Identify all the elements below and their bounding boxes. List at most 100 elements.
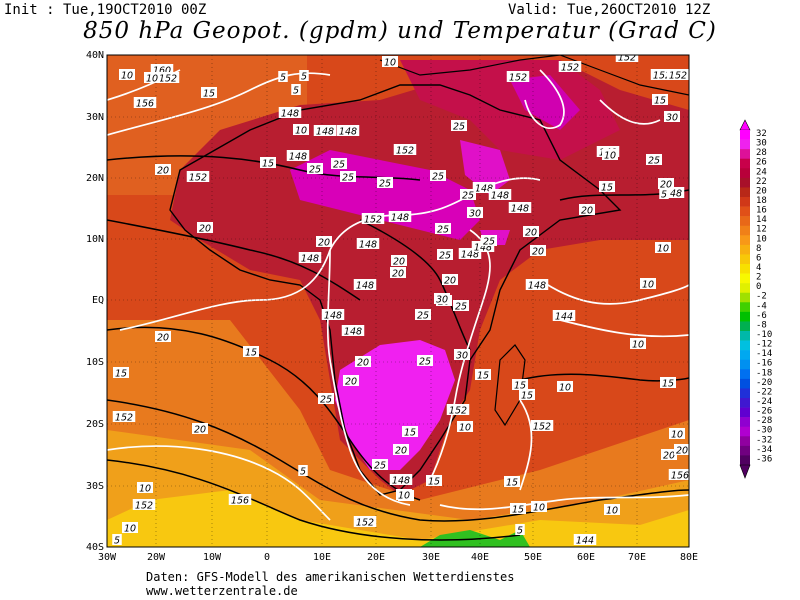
colorbar-label: -22: [756, 387, 772, 397]
colorbar-label: -12: [756, 340, 772, 350]
temperature-label: 15: [428, 477, 440, 488]
colorbar-label: 30: [756, 139, 767, 149]
temperature-label: 25: [374, 461, 386, 472]
temperature-label: 20: [532, 247, 544, 258]
lon-label: 50E: [524, 552, 542, 563]
colorbar-label: -10: [756, 330, 772, 340]
colorbar-cell: [740, 292, 750, 303]
temperature-label: 15: [404, 428, 416, 439]
geopotential-label: 148: [511, 204, 529, 215]
lat-label: 10N: [86, 234, 104, 245]
geopotential-labels: 1601561521481481481521481521521481481481…: [112, 53, 689, 547]
temperature-label-box: [291, 84, 301, 95]
colorbar-label: -36: [756, 454, 772, 464]
lon-label: 60E: [577, 552, 595, 563]
geopotential-label: 148: [475, 184, 493, 195]
temperature-label: 20: [581, 206, 593, 217]
colorbar-label: 26: [756, 158, 767, 168]
colorbar-cell: [740, 417, 750, 428]
geopotential-label-box: [150, 64, 174, 75]
geopotential-label: 152: [159, 74, 177, 85]
geopotential-label: 152: [618, 53, 636, 64]
temperature-label: 15: [115, 369, 127, 380]
temperature-label-box: [435, 223, 451, 234]
temperature-label: 10: [459, 423, 471, 434]
temperature-label-box: [144, 72, 160, 83]
colorbar-cell: [740, 177, 750, 188]
temperature-label: 25: [439, 251, 451, 262]
lat-label: 10S: [86, 357, 104, 368]
lat-label: EQ: [92, 295, 104, 306]
temperature-label-box: [504, 476, 520, 487]
temperature-label: 10: [398, 491, 410, 502]
colorbar-label: 10: [756, 234, 767, 244]
temperature-label-box: [523, 226, 539, 237]
temperature-label-box: [604, 504, 620, 515]
geopotential-label-box: [393, 144, 417, 155]
colorbar-cell: [740, 407, 750, 418]
temperature-label-box: [390, 267, 406, 278]
temperature-label: 5: [280, 73, 286, 84]
temperature-label: 20: [392, 269, 404, 280]
temperature-label-box: [664, 111, 680, 122]
colorbar-cell: [740, 398, 750, 408]
colorbar-label: -18: [756, 368, 772, 378]
temperature-label-box: [197, 222, 213, 233]
geopotential-label: 152: [115, 413, 133, 424]
temperature-label: 5: [114, 536, 120, 547]
colorbar-cell: [740, 168, 750, 179]
temperature-label-box: [515, 524, 525, 535]
temperature-label-box: [510, 503, 526, 514]
temperature-label-box: [402, 426, 418, 437]
colorbar-cell: [740, 149, 750, 160]
temperature-label-box: [646, 154, 662, 165]
colorbar-cell: [740, 350, 750, 361]
temperature-label-box: [155, 331, 171, 342]
temperature-label-box: [382, 56, 398, 67]
temperature-label: 25: [432, 172, 444, 183]
geopotential-label-box: [506, 71, 530, 82]
temperature-label-box: [201, 87, 217, 98]
geopotential-label-box: [471, 241, 495, 252]
colorbar-cell: [740, 369, 750, 380]
temperature-label-box: [331, 158, 347, 169]
colorbar-cell: [740, 321, 750, 332]
geopotential-label: 152: [509, 73, 527, 84]
valid-time: Valid: Tue,26OCT2010 12Z: [508, 2, 711, 18]
colorbar-cell: [740, 254, 750, 265]
colorbar-label: -8: [756, 320, 767, 330]
geopotential-label: 152: [135, 501, 153, 512]
temperature-label: 15: [601, 183, 613, 194]
temperature-label-box: [299, 70, 309, 81]
geopotential-label: 148: [391, 213, 409, 224]
temperature-label-box: [112, 534, 122, 545]
colorbar-cell: [740, 340, 750, 351]
website-link[interactable]: www.wetterzentrale.de: [146, 584, 298, 598]
temperature-label: 15: [514, 381, 526, 392]
temperature-label: 10: [671, 430, 683, 441]
temperature-label: 15: [654, 96, 666, 107]
temperature-label-box: [658, 178, 674, 189]
temperature-label: 10: [657, 244, 669, 255]
colorbar-label: -2: [756, 292, 767, 302]
temperature-label: 10: [121, 71, 133, 82]
colorbar-bottom-arrow: [739, 464, 751, 479]
colorbar-cell: [740, 359, 750, 370]
geopotential-label: 148: [301, 254, 319, 265]
data-source-note: Daten: GFS-Modell des amerikanischen Wet…: [146, 570, 515, 584]
temperature-label: 10: [124, 524, 136, 535]
temperature-label: 25: [342, 173, 354, 184]
temperature-label: 10: [295, 126, 307, 137]
geopotential-label-box: [488, 189, 512, 200]
temperature-label-box: [460, 189, 476, 200]
colorbar-label: 18: [756, 196, 767, 206]
colorbar-cell: [740, 130, 750, 140]
temperature-label: 30: [469, 209, 481, 220]
temperature-label: 20: [357, 358, 369, 369]
geopotential-label-box: [552, 310, 576, 321]
lat-label: 40S: [86, 542, 104, 553]
temperature-label-box: [316, 236, 332, 247]
geopotential-label: 148: [392, 476, 410, 487]
geopotential-label: 152: [189, 173, 207, 184]
